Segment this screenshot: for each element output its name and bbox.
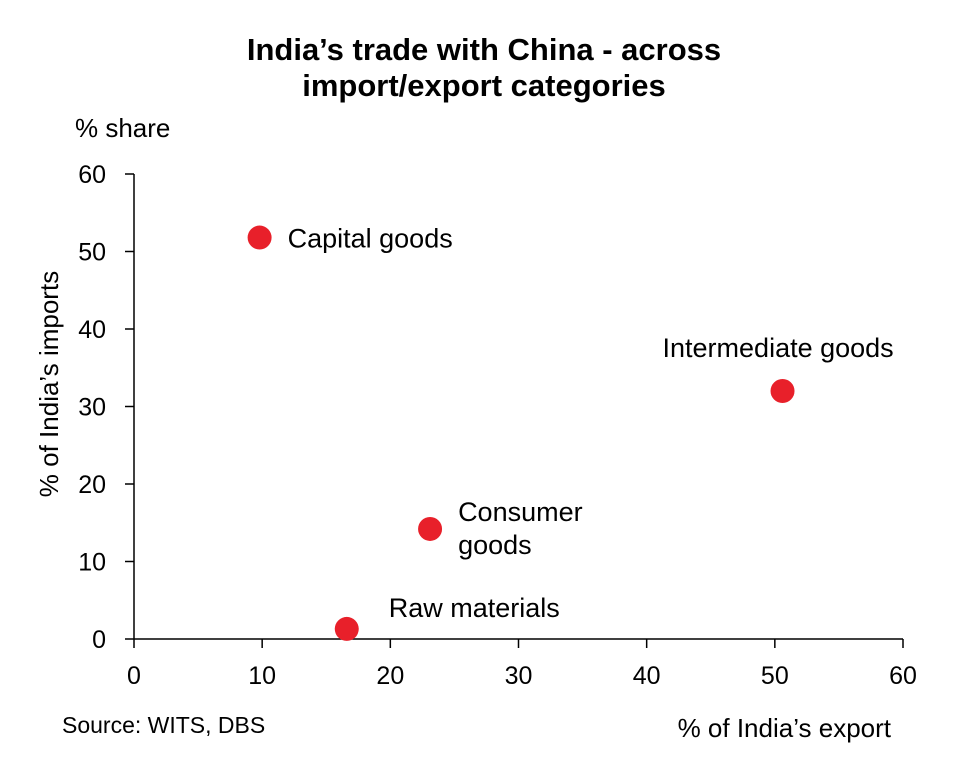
y-tick-label: 0	[92, 626, 106, 654]
x-tick-label: 10	[248, 662, 276, 690]
y-tick-label: 40	[78, 316, 106, 344]
y-tick-label: 20	[78, 471, 106, 499]
data-point[interactable]	[418, 516, 443, 541]
y-tick-label: 10	[78, 549, 106, 577]
data-points	[247, 225, 795, 641]
source-note: Source: WITS, DBS	[62, 712, 266, 738]
y-tick-label: 30	[78, 394, 106, 422]
x-tick-label: 40	[633, 662, 661, 690]
chart-title-line-2: import/export categories	[302, 68, 666, 103]
x-tick-label: 20	[376, 662, 404, 690]
x-axis-title: % of India’s export	[678, 713, 892, 743]
point-label: goods	[458, 530, 532, 560]
data-point[interactable]	[334, 616, 359, 641]
y-unit-label: % share	[75, 113, 171, 143]
data-point[interactable]	[770, 379, 795, 403]
data-point[interactable]	[247, 225, 272, 250]
x-tick-label: 50	[761, 662, 789, 690]
point-label: Intermediate goods	[663, 333, 894, 363]
y-tick-label: 50	[78, 239, 106, 267]
chart-title-line-1: India’s trade with China - across	[246, 32, 722, 67]
y-tick-label: 60	[78, 161, 106, 189]
point-label: Consumer	[458, 497, 583, 527]
point-label: Capital goods	[288, 224, 453, 254]
y-axis-title: % of India’s imports	[34, 271, 64, 497]
x-tick-label: 30	[505, 662, 533, 690]
x-tick-label: 0	[127, 662, 141, 690]
point-labels: Capital goods Intermediate goods Consumerg…	[288, 224, 894, 623]
x-tick-label: 60	[889, 662, 917, 690]
point-label: Raw materials	[389, 593, 560, 623]
chart-title: India’s trade with China - across import…	[0, 32, 968, 104]
axes: 0 10 20 30 40 50 60 0 10 20 30 40 50 60	[78, 161, 917, 690]
